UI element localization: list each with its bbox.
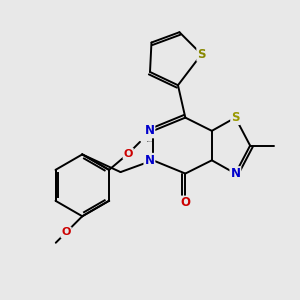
Text: N: N xyxy=(144,154,154,167)
Text: N: N xyxy=(144,124,154,137)
Text: O: O xyxy=(124,149,133,159)
Text: O: O xyxy=(61,227,71,237)
Text: S: S xyxy=(197,48,206,61)
Text: S: S xyxy=(231,111,240,124)
Text: N: N xyxy=(230,167,240,180)
Text: methoxy: methoxy xyxy=(147,141,154,142)
Text: O: O xyxy=(180,196,190,209)
